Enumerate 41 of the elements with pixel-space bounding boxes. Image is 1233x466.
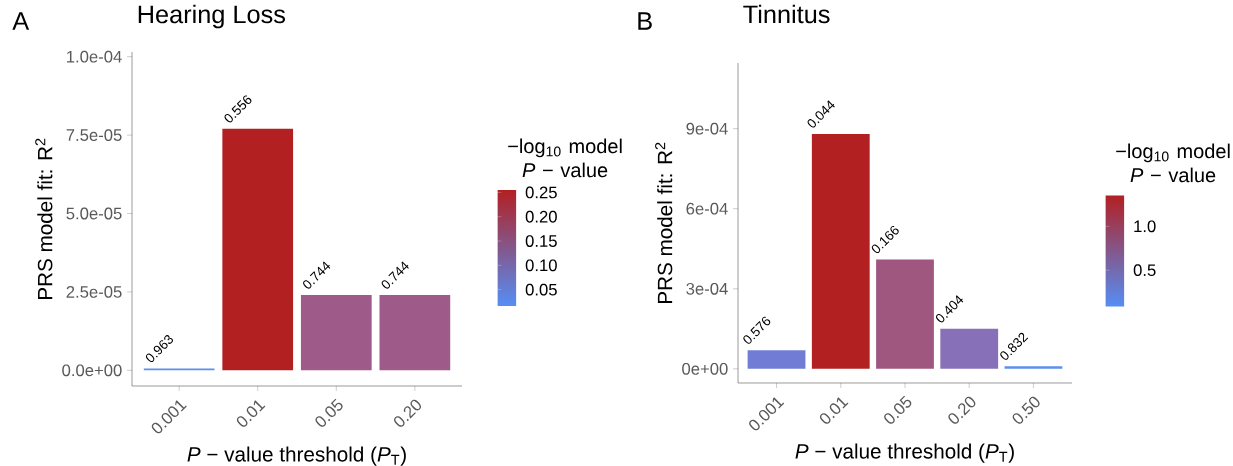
x-tick-label: 0.20 bbox=[948, 396, 976, 424]
color-bar-label: 0.05 bbox=[525, 283, 557, 296]
bar bbox=[811, 133, 870, 369]
x-tick-label: 0.05 bbox=[315, 398, 343, 427]
y-tick-label: 3e-04 bbox=[686, 282, 728, 295]
y-tick-label: 1.0e-04 bbox=[67, 50, 122, 63]
y-tick-label: 9e-04 bbox=[686, 122, 728, 135]
color-bar-label: 0.25 bbox=[525, 186, 557, 199]
bar bbox=[1004, 366, 1063, 369]
color-bar-label: 0.10 bbox=[525, 259, 557, 272]
x-axis-title: P − value threshold (P$_{T}$) bbox=[187, 446, 406, 466]
color-bar-label: 0.20 bbox=[525, 210, 557, 223]
text: −log$_{10}$ model P − value bbox=[508, 138, 622, 178]
y-tick-label: 0e+00 bbox=[682, 362, 728, 375]
color-bar-label: 0.15 bbox=[525, 235, 557, 247]
x-tick-label: 0.05 bbox=[884, 395, 912, 424]
chart-title: Tinnitus bbox=[743, 4, 830, 24]
y-axis-title: PRS model fit: R$^{2}$ bbox=[655, 142, 673, 303]
text: B bbox=[638, 12, 652, 30]
y-tick-label: 6e-04 bbox=[686, 202, 728, 215]
text: −log$_{10}$ model P − value bbox=[1116, 143, 1230, 183]
bar bbox=[222, 128, 294, 371]
chart-title: Hearing Loss bbox=[138, 4, 286, 29]
x-tick-label: 0.01 bbox=[819, 397, 849, 424]
text: A bbox=[12, 12, 30, 30]
y-tick-label: 5.0e-05 bbox=[66, 207, 122, 220]
color-bar-label: 1.0 bbox=[1134, 220, 1156, 233]
bar bbox=[747, 350, 806, 369]
y-tick-label: 7.5e-05 bbox=[66, 129, 122, 141]
x-tick-label: 0.01 bbox=[236, 400, 266, 427]
bar bbox=[940, 328, 999, 369]
x-axis-title: P − value threshold (P$_{T}$) bbox=[795, 443, 1014, 463]
bar bbox=[300, 295, 372, 371]
x-tick-label: 0.20 bbox=[394, 399, 422, 427]
y-tick-label: 2.5e-05 bbox=[66, 286, 122, 298]
x-tick-label: 0.50 bbox=[1012, 396, 1040, 424]
bar bbox=[379, 295, 451, 371]
color-bar-label: 0.5 bbox=[1133, 264, 1156, 277]
bar bbox=[876, 259, 934, 369]
y-axis-title: PRS model fit: R$^{2}$ bbox=[35, 138, 53, 299]
y-tick-label: 0.0e+00 bbox=[62, 364, 122, 377]
